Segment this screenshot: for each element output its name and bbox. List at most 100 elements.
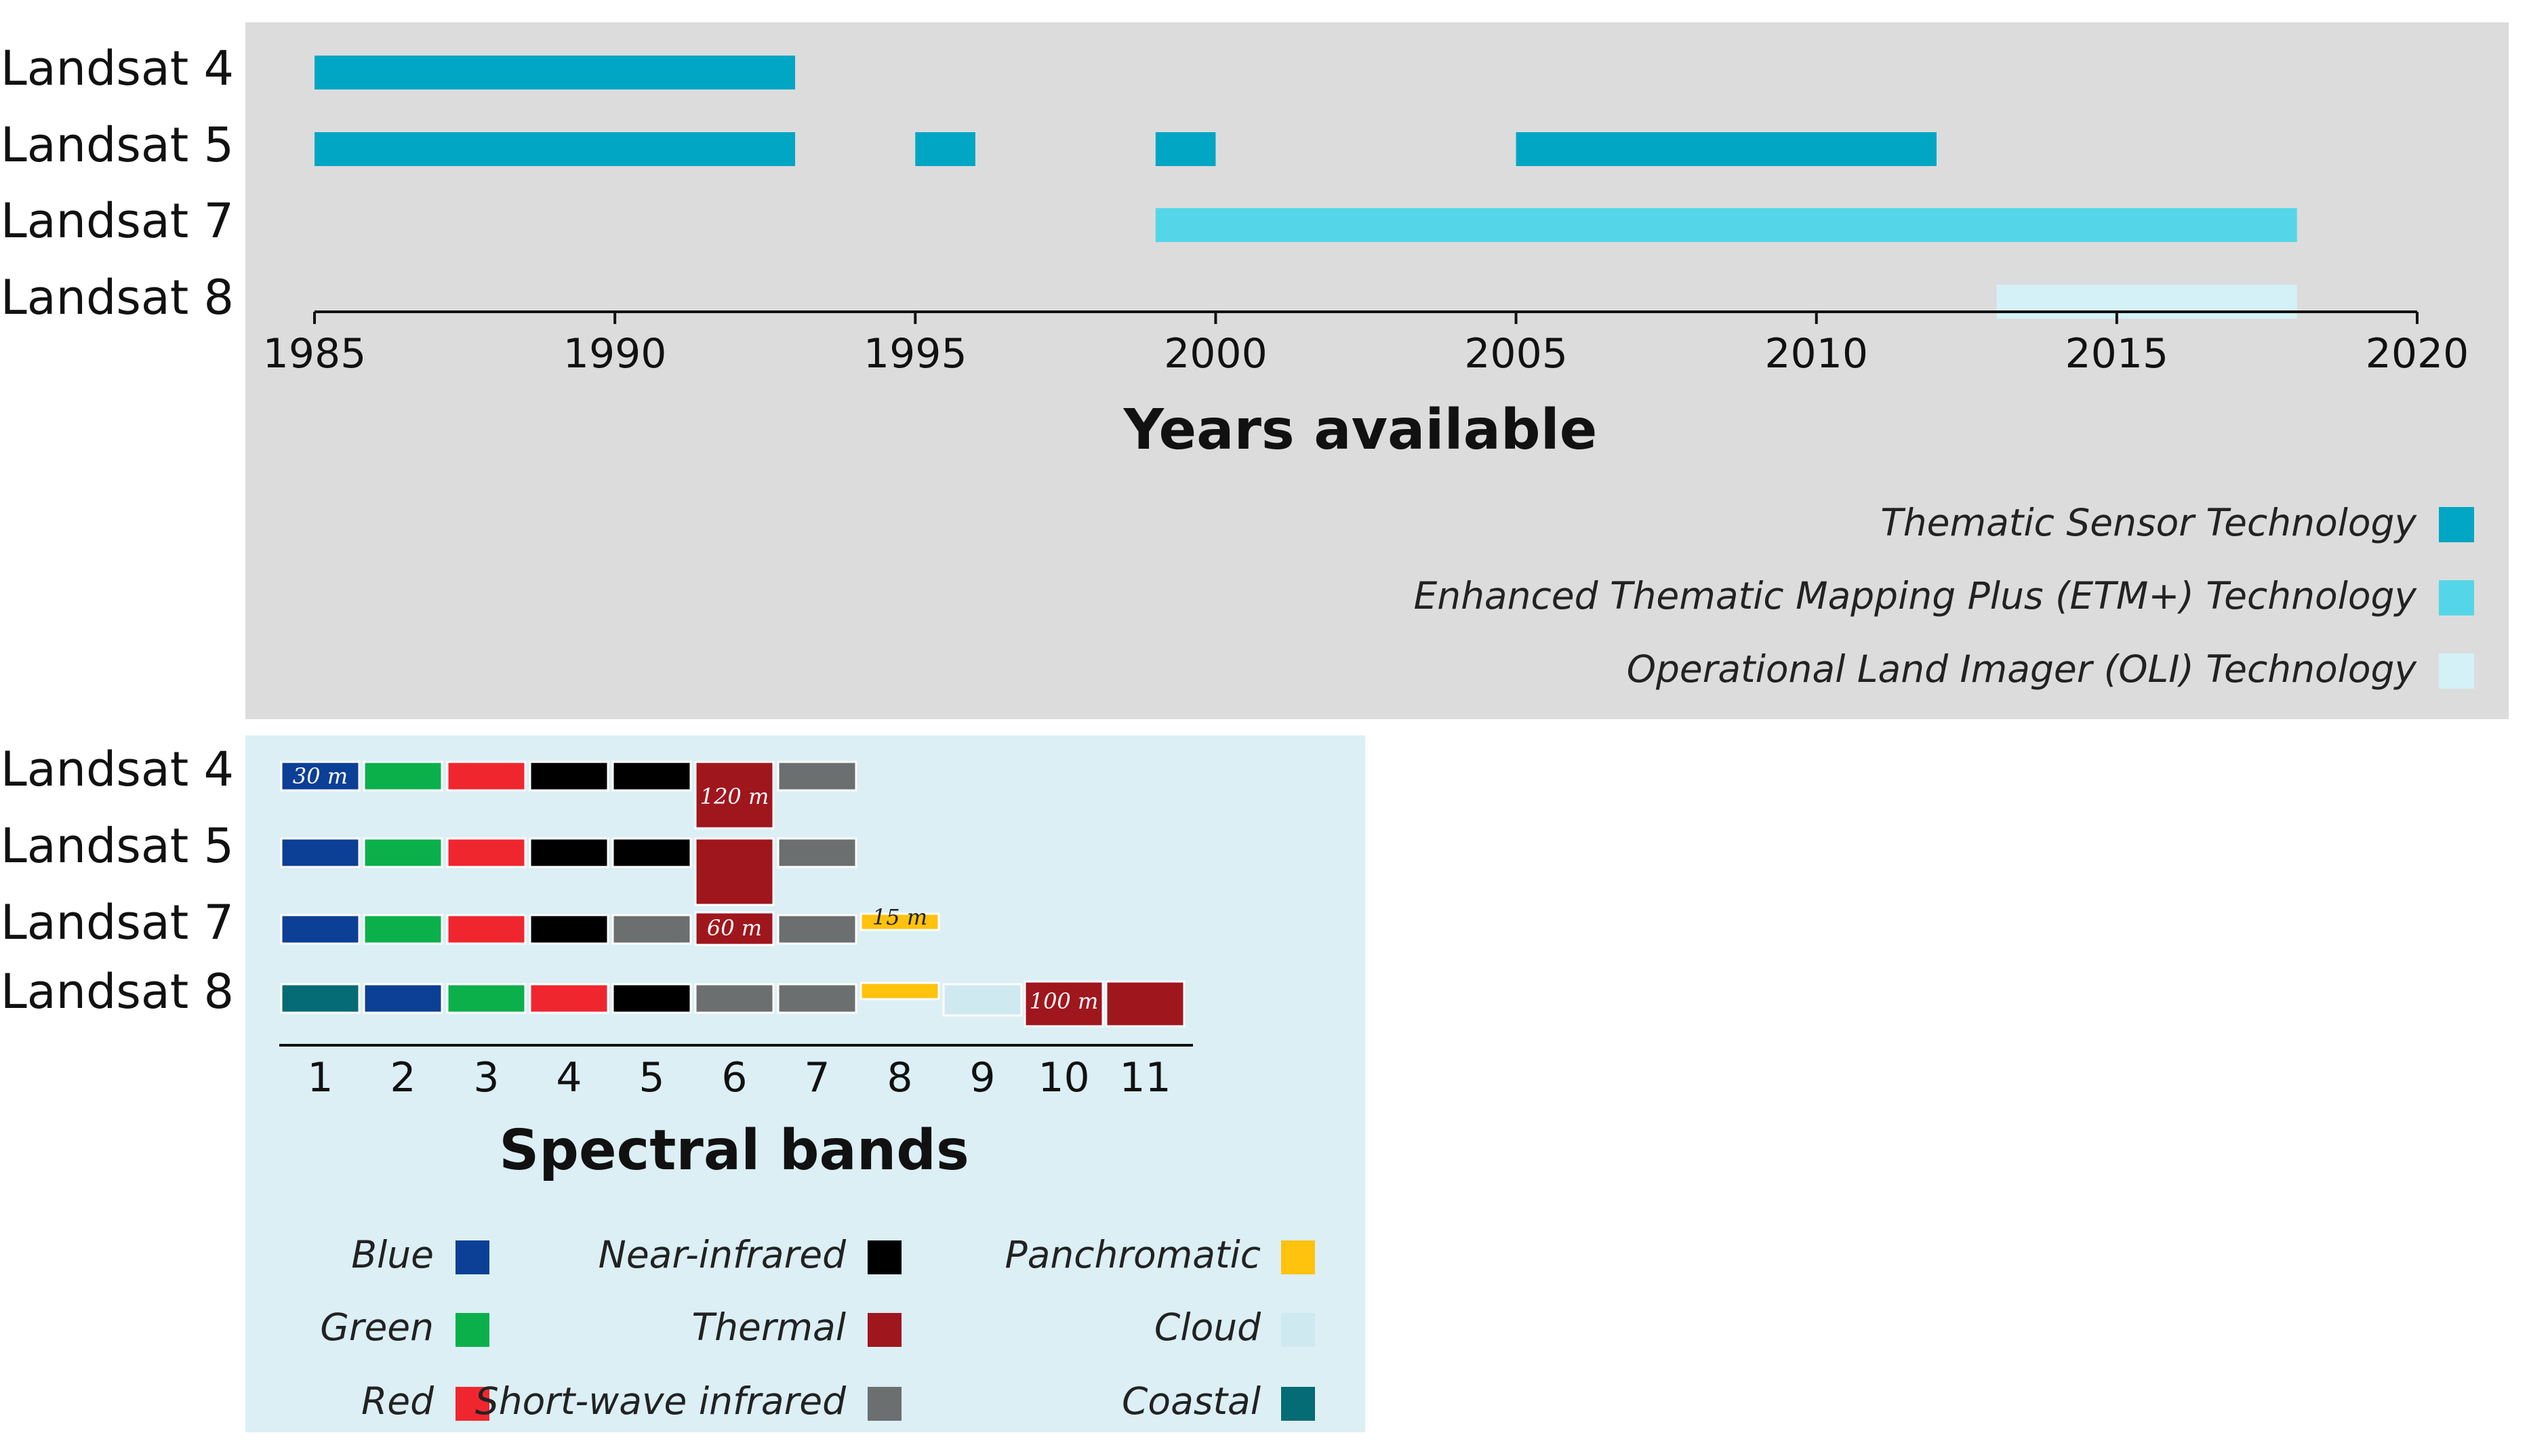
band-cell-thermal — [1024, 980, 1104, 1028]
timeline-tick-label: 1990 — [563, 330, 667, 378]
band-cell-thermal — [694, 911, 775, 946]
timeline-bar — [1996, 285, 2297, 319]
band-cell-red — [446, 914, 527, 945]
band-cell-pan — [859, 982, 940, 1000]
band-cell-green — [363, 761, 443, 792]
bands-legend-label: Short-wave infrared — [475, 1379, 847, 1423]
bands-legend-swatch — [456, 1387, 489, 1421]
bands-x-ticks: 1 2 3 4 5 6 7 8 9 10 11 — [307, 1054, 1171, 1101]
timeline-tick-label: 1985 — [263, 330, 367, 378]
band-tick-label: 8 — [887, 1054, 912, 1101]
bands-legend-swatch — [868, 1240, 902, 1274]
band-cell-thermal — [1105, 980, 1186, 1028]
bands-legend-label: Near-infrared — [599, 1233, 847, 1276]
band-cell-red — [446, 761, 527, 792]
bands-legend-label: Coastal — [1122, 1379, 1261, 1423]
band-cell-nir — [611, 837, 692, 868]
timeline-bar — [915, 132, 975, 166]
resolution-label: 30 m — [293, 763, 348, 789]
band-tick-label: 5 — [639, 1054, 664, 1101]
timeline-bar — [315, 132, 796, 166]
timeline-legend-swatch — [2439, 653, 2474, 689]
bands-label-landsat-8: Landsat 8 — [1, 964, 234, 1019]
bands-satellite-labels: Landsat 4 Landsat 5 Landsat 7 Landsat 8 — [1, 742, 234, 1019]
resolution-label: 100 m — [1030, 988, 1099, 1014]
timeline-legend-label: Enhanced Thematic Mapping Plus (ETM+) Te… — [1413, 574, 2417, 618]
bands-legend-swatch — [1281, 1313, 1315, 1347]
band-cell-blue — [280, 761, 361, 792]
timeline-legend-swatch — [2439, 507, 2474, 542]
band-cell-blue — [280, 914, 361, 945]
band-tick-label: 6 — [721, 1054, 747, 1101]
band-cell-blue — [280, 837, 361, 868]
band-cell-swir — [777, 983, 857, 1014]
band-cells — [280, 761, 1186, 1028]
band-cell-nir — [611, 761, 692, 792]
bands-legend-swatch — [1281, 1387, 1315, 1421]
resolution-label: 120 m — [700, 784, 769, 809]
bands-legend-label: Thermal — [692, 1306, 847, 1349]
timeline-tick-label: 2000 — [1164, 330, 1268, 378]
band-cell-nir — [611, 983, 692, 1014]
band-cell-swir — [694, 983, 775, 1014]
bands-label-landsat-4: Landsat 4 — [1, 742, 234, 797]
band-cell-red — [529, 983, 609, 1014]
band-cell-nir — [529, 914, 609, 945]
bands-legend-label: Red — [361, 1379, 434, 1423]
timeline-tick-label: 2020 — [2366, 330, 2469, 378]
band-cell-nir — [529, 837, 609, 868]
band-cell-swir — [777, 914, 857, 945]
timeline-label-landsat-7: Landsat 7 — [1, 193, 234, 249]
bands-legend-label: Cloud — [1154, 1306, 1261, 1349]
bands-legend-swatch — [868, 1313, 902, 1347]
band-cell-red — [446, 837, 527, 868]
timeline-label-landsat-4: Landsat 4 — [1, 41, 234, 96]
bands-label-landsat-5: Landsat 5 — [1, 818, 234, 874]
bands-legend-swatch — [456, 1240, 489, 1274]
band-cell-green — [363, 914, 443, 945]
resolution-label: 60 m — [707, 915, 762, 941]
bands-label-landsat-7: Landsat 7 — [1, 895, 234, 950]
resolution-labels: 30 m 120 m 60 m 15 m 100 m — [293, 763, 1098, 1014]
band-cell-nir — [529, 761, 609, 792]
bands-legend-label: Blue — [351, 1233, 434, 1276]
timeline-legend-swatch — [2439, 580, 2474, 615]
band-cell-cloud — [942, 983, 1023, 1017]
bands-legend-label: Green — [320, 1306, 434, 1349]
timeline-x-ticks: 1985 1990 1995 2000 2005 2010 2015 2020 — [263, 312, 2469, 378]
bands-legend-swatch — [1281, 1240, 1315, 1274]
band-tick-label: 7 — [804, 1054, 830, 1101]
timeline-legend-label: Operational Land Imager (OLI) Technology — [1627, 647, 2418, 691]
band-tick-label: 1 — [307, 1054, 333, 1101]
timeline-bar — [1516, 132, 1937, 166]
timeline-legend-label: Thematic Sensor Technology — [1880, 501, 2417, 544]
band-tick-label: 4 — [556, 1054, 582, 1101]
band-cell-swir — [611, 914, 692, 945]
band-cell-coastal — [280, 983, 361, 1014]
band-cell-thermal — [694, 761, 775, 830]
band-tick-label: 2 — [390, 1054, 416, 1101]
timeline-bar — [1155, 208, 2297, 242]
bands-legend-label: Panchromatic — [1005, 1233, 1261, 1276]
timeline-label-landsat-5: Landsat 5 — [1, 117, 234, 173]
band-cell-green — [363, 837, 443, 868]
timeline-tick-label: 2010 — [1764, 330, 1868, 378]
band-tick-label: 9 — [969, 1054, 995, 1101]
bands-x-axis-title: Spectral bands — [499, 1118, 969, 1183]
timeline-tick-label: 1995 — [864, 330, 967, 378]
band-cell-pan — [859, 912, 940, 931]
timeline-satellite-labels: Landsat 4 Landsat 5 Landsat 7 Landsat 8 — [1, 41, 234, 325]
bands-legend: Blue Green Red Near-infrared Thermal Short-wa… — [320, 1233, 1315, 1423]
bands-legend-swatch — [456, 1313, 489, 1347]
band-tick-label: 3 — [473, 1054, 499, 1101]
timeline-tick-label: 2005 — [1464, 330, 1568, 378]
bands-legend-swatch — [868, 1387, 902, 1421]
band-cell-green — [446, 983, 527, 1014]
timeline-legend: Thematic Sensor Technology Enhanced Thema… — [1413, 501, 2474, 691]
timeline-x-axis-title: Years available — [1123, 398, 1598, 462]
resolution-label: 15 m — [872, 904, 927, 930]
timeline-bar — [315, 56, 796, 89]
timeline-tick-label: 2015 — [2065, 330, 2169, 378]
band-cell-thermal — [694, 837, 775, 906]
